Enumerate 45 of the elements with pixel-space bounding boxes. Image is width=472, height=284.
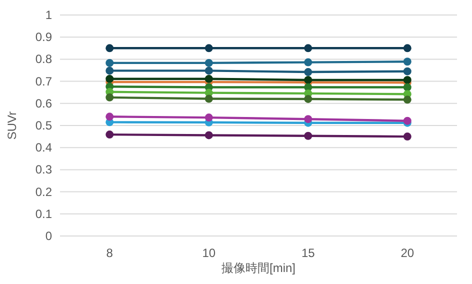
point: [204, 74, 213, 83]
point: [304, 94, 312, 103]
x-tick-label: 10: [202, 246, 216, 260]
point: [403, 76, 412, 84]
point: [403, 132, 412, 141]
point: [304, 44, 312, 52]
point: [403, 83, 412, 92]
x-tick-label: 8: [106, 246, 114, 260]
point: [106, 112, 114, 121]
point: [106, 44, 114, 52]
point: [304, 132, 312, 140]
point: [304, 115, 312, 124]
point: [403, 67, 412, 76]
point: [403, 96, 412, 104]
point: [304, 58, 312, 66]
y-tick-label: 0.5: [35, 118, 52, 132]
point: [403, 58, 412, 66]
x-tick-label: 15: [301, 246, 316, 260]
point: [403, 44, 412, 52]
x-tick-label: 20: [400, 246, 414, 260]
point: [204, 114, 213, 122]
y-tick-label: 0.4: [35, 140, 52, 155]
y-tick-label: 1: [45, 8, 52, 22]
y-tick-label: 0: [45, 229, 52, 243]
x-axis-title: 撮像時間[min]: [221, 261, 296, 275]
y-tick-label: 0.1: [35, 206, 52, 221]
point: [204, 131, 213, 140]
point: [106, 66, 114, 75]
point: [204, 94, 213, 103]
point: [304, 68, 312, 76]
y-tick-label: 0.6: [35, 96, 52, 110]
y-tick-label: 0.7: [35, 74, 52, 88]
point: [204, 66, 213, 75]
y-tick-label: 0.3: [35, 162, 52, 177]
point: [304, 76, 312, 84]
point: [106, 58, 114, 67]
point: [106, 74, 114, 83]
point: [106, 130, 114, 139]
y-tick-label: 0.9: [35, 30, 52, 44]
y-tick-label: 0.2: [35, 184, 52, 199]
y-tick-label: 0.8: [35, 52, 52, 66]
y-axis-title: SUVr: [5, 111, 19, 140]
point: [106, 93, 114, 102]
point: [204, 44, 213, 52]
point: [204, 58, 213, 67]
